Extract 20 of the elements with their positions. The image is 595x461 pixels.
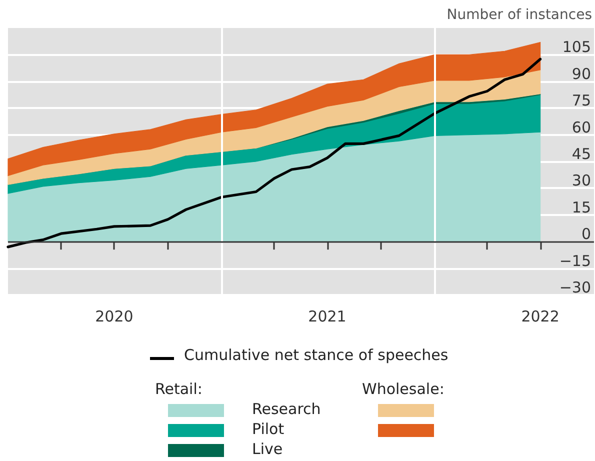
x-tick-label: 2020 [95, 308, 134, 326]
legend-label: Research [252, 400, 321, 418]
legend-label: Pilot [252, 420, 284, 438]
y-tick-label: 30 [572, 172, 591, 190]
y-tick-label: 105 [562, 38, 591, 56]
legend-label: Cumulative net stance of speeches [184, 346, 448, 364]
x-tick-label: 2022 [521, 308, 560, 326]
y-tick-label: 90 [572, 64, 591, 83]
y-axis-title: Number of instances [446, 7, 592, 23]
legend-title: Retail: [155, 380, 202, 398]
y-tick-label: 45 [572, 145, 591, 163]
y-tick-label: −30 [559, 278, 591, 296]
y-tick-label: 0 [581, 225, 591, 244]
y-tick-label: 15 [572, 198, 591, 216]
text: Wholesale: [362, 380, 444, 398]
legend-label: Live [252, 440, 283, 458]
y-tick-label: 60 [572, 118, 591, 136]
x-tick-label: 2021 [308, 308, 346, 326]
y-tick-label: −15 [559, 252, 591, 270]
y-tick-label: 75 [572, 92, 591, 110]
